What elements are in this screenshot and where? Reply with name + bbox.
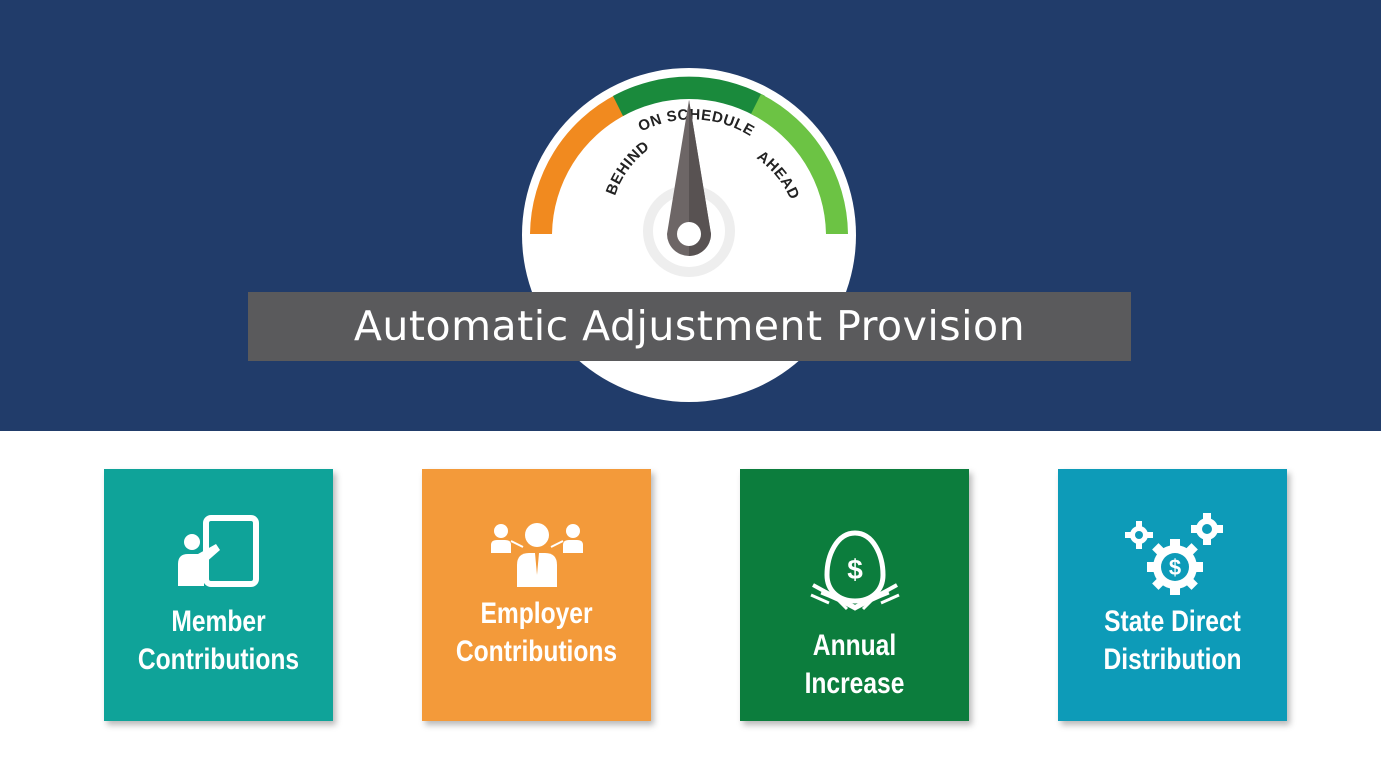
gauge-arc-ahead: [751, 94, 848, 234]
presentation-board-icon: [104, 514, 333, 590]
svg-text:$: $: [1168, 555, 1180, 580]
gears-dollar-icon: $: [1058, 513, 1287, 599]
nest-egg-dollar-icon: $: [740, 529, 969, 613]
gauge-arc-behind: [530, 94, 627, 234]
card-label: Member Contributions: [137, 605, 300, 676]
title-banner: Automatic Adjustment Provision: [248, 292, 1131, 361]
card-annual-increase: $ Annual Increase: [740, 469, 969, 721]
card-member-contributions: Member Contributions: [104, 469, 333, 721]
page-title: Automatic Adjustment Provision: [353, 302, 1026, 350]
card-label: State Direct Distribution: [1103, 605, 1242, 676]
card-label: Employer Contributions: [455, 597, 618, 668]
card-label: Annual Increase: [804, 629, 905, 700]
card-state-direct-distribution: $ State Direct Distribution: [1058, 469, 1287, 721]
gauge-arc-on-schedule: [613, 76, 765, 116]
svg-text:$: $: [847, 554, 863, 585]
card-employer-contributions: Employer Contributions: [422, 469, 651, 721]
gauge-needle-pivot: [677, 222, 701, 246]
people-network-icon: [422, 519, 651, 589]
